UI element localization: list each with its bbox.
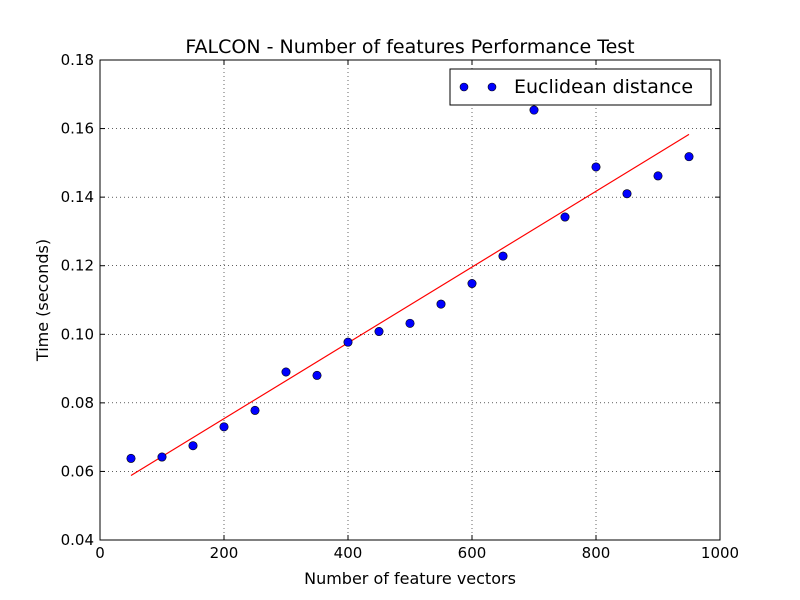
x-tick-label: 0 (95, 544, 105, 562)
legend-marker (487, 82, 497, 92)
data-point (591, 162, 601, 172)
data-point (157, 452, 167, 462)
y-tick-label: 0.16 (61, 120, 94, 138)
x-tick-label: 1000 (701, 544, 739, 562)
data-point (219, 422, 229, 432)
data-point (498, 251, 508, 261)
y-tick-label: 0.04 (61, 531, 94, 549)
x-tick-label: 400 (334, 544, 363, 562)
data-point (405, 318, 415, 328)
legend: Euclidean distance (449, 68, 712, 106)
data-point (684, 152, 694, 162)
data-points (126, 105, 694, 463)
data-point (343, 337, 353, 347)
plot-frame (99, 59, 721, 541)
data-point (281, 367, 291, 377)
y-tick-label: 0.14 (61, 188, 94, 206)
axis-ticks: 0 200 400 600 800 1000 0.04 0.06 0.08 0.10 0.12 0.1… (61, 51, 740, 562)
data-point (622, 189, 632, 199)
y-tick-label: 0.08 (61, 394, 94, 412)
chart-title: FALCON - Number of features Performance … (185, 36, 634, 58)
y-tick-label: 0.18 (61, 51, 94, 69)
legend-label: Euclidean distance (514, 76, 693, 98)
data-point (188, 441, 198, 451)
y-axis-label: Time (seconds) (33, 239, 52, 362)
legend-marker (459, 82, 469, 92)
data-point (250, 405, 260, 415)
data-point (467, 279, 477, 289)
data-point (374, 327, 384, 337)
y-tick-label: 0.06 (61, 462, 94, 480)
y-tick-label: 0.10 (61, 325, 94, 343)
x-tick-label: 200 (210, 544, 239, 562)
y-tick-label: 0.12 (61, 257, 94, 275)
x-axis-label: Number of feature vectors (304, 569, 516, 588)
data-point (560, 212, 570, 222)
grid-lines (100, 60, 720, 540)
data-point (312, 370, 322, 380)
data-point (126, 453, 136, 463)
x-tick-label: 800 (582, 544, 611, 562)
fit-line-group (130, 133, 690, 477)
data-point (436, 299, 446, 309)
fit-line (130, 133, 690, 477)
data-point (653, 171, 663, 181)
x-tick-label: 600 (458, 544, 487, 562)
data-point (529, 105, 539, 115)
